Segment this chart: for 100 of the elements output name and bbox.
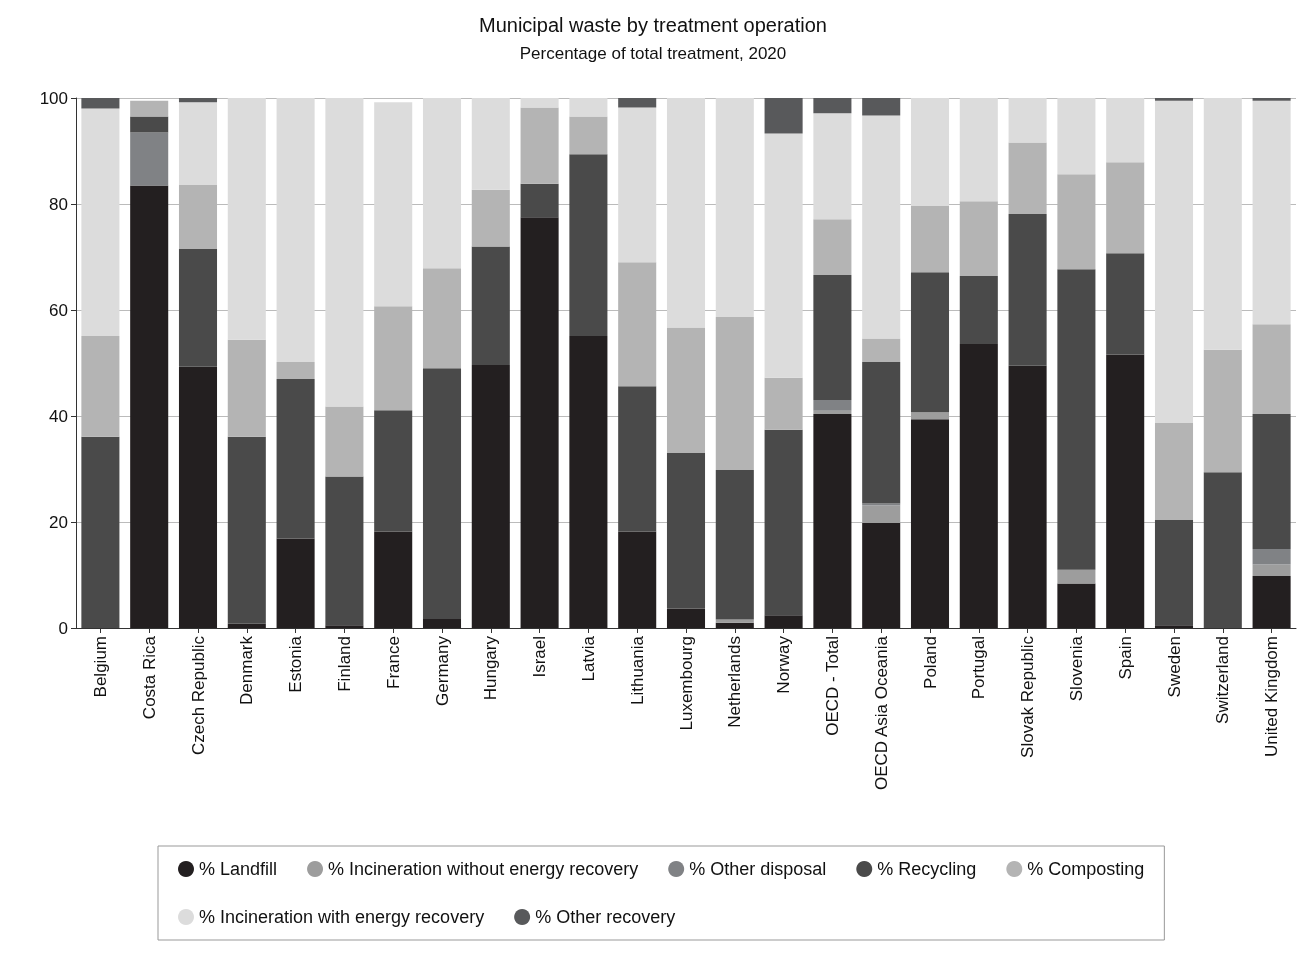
bar [178, 249, 218, 367]
y-tick-label: 0 [58, 618, 68, 638]
bar [374, 531, 413, 628]
x-tick-label: Estonia [286, 635, 306, 693]
x-tick-label: OECD Asia Oceania [871, 635, 891, 791]
bar [81, 436, 120, 628]
bar [813, 413, 852, 628]
bar [618, 386, 657, 532]
bar [520, 98, 559, 108]
bar [569, 154, 608, 336]
bar [1203, 98, 1242, 350]
x-tick-label: Lithuania [627, 635, 647, 706]
bar [520, 107, 559, 184]
legend-label: % Other recovery [535, 907, 676, 927]
x-tick-label: Czech Republic [188, 635, 208, 756]
bar [276, 98, 315, 362]
bar [1252, 564, 1291, 577]
y-tick-label: 60 [49, 300, 68, 320]
bar [520, 183, 559, 218]
bar [422, 368, 462, 619]
bar [959, 343, 998, 628]
bar [1008, 98, 1047, 143]
x-tick-label: Germany [432, 635, 452, 706]
bar [471, 365, 510, 628]
bar [471, 246, 510, 366]
bar [1057, 583, 1096, 628]
bar [81, 98, 120, 109]
x-tick-label: Netherlands [725, 636, 745, 728]
bar [862, 98, 901, 116]
bar [178, 366, 218, 628]
bar [618, 98, 657, 108]
bar [862, 505, 901, 524]
bar [1057, 98, 1096, 175]
bar [813, 275, 852, 401]
bar [1008, 214, 1047, 366]
x-tick-label: Costa Rica [139, 635, 159, 720]
bar [1154, 100, 1194, 423]
bar [569, 335, 608, 628]
legend-label: % Recycling [877, 859, 977, 879]
bar [1252, 98, 1291, 101]
bar [862, 361, 901, 504]
x-tick-label: Poland [920, 636, 940, 689]
x-tick-label: Portugal [969, 636, 989, 700]
bar [276, 538, 315, 628]
bar [227, 623, 266, 628]
bar [764, 98, 803, 134]
bar [178, 98, 218, 103]
bar [325, 476, 364, 626]
chart-subtitle: Percentage of total treatment, 2020 [519, 44, 787, 63]
bar [1106, 98, 1145, 163]
bar [1203, 472, 1242, 628]
bar [1154, 625, 1194, 628]
bar [910, 272, 950, 413]
bar [764, 429, 803, 616]
bar [666, 98, 706, 328]
x-tick-label: Slovenia [1066, 635, 1086, 702]
chart-title: Municipal waste by treatment operation [479, 14, 827, 36]
bar [1252, 413, 1291, 550]
bar [1057, 569, 1096, 584]
bar [813, 219, 852, 276]
bar [910, 206, 950, 273]
bar [1252, 100, 1291, 325]
bar [910, 98, 950, 207]
x-tick-label: Denmark [237, 635, 257, 705]
x-tick-label: Finland [334, 636, 354, 692]
bar [1106, 253, 1145, 355]
bar [1154, 98, 1194, 101]
bar [813, 113, 852, 220]
bar [666, 453, 706, 609]
bar [862, 503, 901, 506]
bar [764, 615, 803, 628]
x-tick-label: Switzerland [1213, 636, 1233, 724]
bar [374, 102, 413, 307]
bar [569, 116, 608, 155]
bar [276, 361, 315, 379]
bar [715, 98, 754, 317]
bar [862, 338, 901, 362]
bar [666, 608, 706, 628]
x-tick-label: Sweden [1164, 636, 1184, 698]
bar [276, 378, 315, 539]
y-tick-label: 80 [49, 194, 68, 214]
y-tick-label: 40 [49, 406, 68, 426]
bar [1252, 324, 1291, 414]
bar [520, 217, 559, 628]
bar [910, 419, 950, 628]
bar [227, 98, 266, 340]
bar [764, 133, 803, 378]
legend-label: % Composting [1027, 859, 1145, 879]
bar [130, 100, 169, 117]
bar [715, 622, 754, 628]
bar [374, 410, 413, 532]
bar [422, 98, 462, 269]
bar [618, 107, 657, 263]
bar [569, 98, 608, 117]
bar [422, 618, 462, 628]
bar [325, 625, 364, 628]
bar [1252, 576, 1291, 628]
bar [715, 470, 754, 620]
bar [1252, 549, 1291, 565]
bar [1154, 519, 1194, 626]
